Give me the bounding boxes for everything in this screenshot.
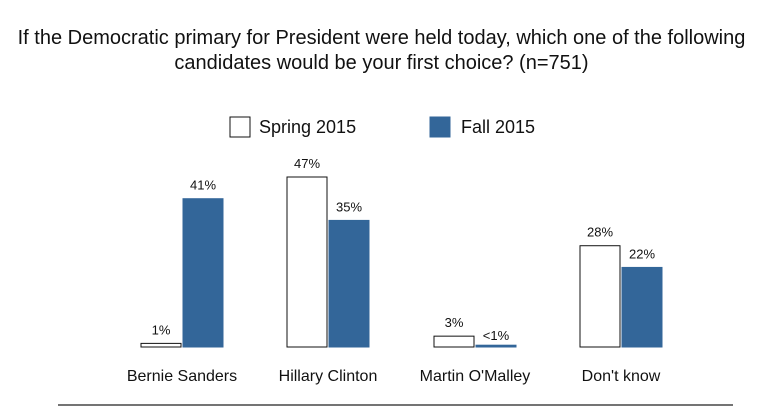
legend-swatch-spring-2015 bbox=[229, 116, 251, 138]
value-label-bernie-sanders-spring-2015: 1% bbox=[152, 322, 171, 337]
category-label-hillary-clinton: Hillary Clinton bbox=[279, 368, 378, 385]
value-label-don-t-know-fall-2015: 22% bbox=[629, 246, 655, 261]
legend-label-fall-2015: Fall 2015 bbox=[461, 117, 535, 137]
legend: Spring 2015 Fall 2015 bbox=[229, 116, 535, 138]
legend-swatch-fall-2015 bbox=[429, 116, 451, 138]
value-label-don-t-know-spring-2015: 28% bbox=[587, 225, 613, 240]
category-label-don-t-know: Don't know bbox=[582, 368, 661, 385]
chart-title: If the Democratic primary for President … bbox=[17, 27, 746, 74]
category-label-martin-o-malley: Martin O'Malley bbox=[420, 368, 531, 385]
bar-bernie-sanders-fall-2015 bbox=[182, 198, 224, 348]
bar-martin-o-malley-fall-2015 bbox=[475, 344, 517, 348]
value-label-hillary-clinton-spring-2015: 47% bbox=[294, 156, 320, 171]
value-label-hillary-clinton-fall-2015: 35% bbox=[336, 199, 362, 214]
category-label-bernie-sanders: Bernie Sanders bbox=[127, 368, 237, 385]
value-label-martin-o-malley-fall-2015: <1% bbox=[483, 328, 510, 343]
value-label-martin-o-malley-spring-2015: 3% bbox=[445, 315, 464, 330]
bar-hillary-clinton-fall-2015 bbox=[328, 219, 370, 348]
bar-don-t-know-fall-2015 bbox=[621, 266, 663, 348]
value-label-bernie-sanders-fall-2015: 41% bbox=[190, 178, 216, 193]
value-labels: 1% 41% 47% 35% 3% <1% 28% 22% bbox=[152, 156, 656, 343]
category-labels: Bernie Sanders Hillary Clinton Martin O'Ma… bbox=[127, 368, 661, 385]
bar-don-t-know-spring-2015 bbox=[579, 245, 621, 348]
bars bbox=[140, 176, 663, 348]
bar-hillary-clinton-spring-2015 bbox=[286, 176, 328, 348]
legend-label-spring-2015: Spring 2015 bbox=[259, 117, 356, 137]
bar-martin-o-malley-spring-2015 bbox=[433, 335, 475, 348]
bar-bernie-sanders-spring-2015 bbox=[140, 342, 182, 348]
